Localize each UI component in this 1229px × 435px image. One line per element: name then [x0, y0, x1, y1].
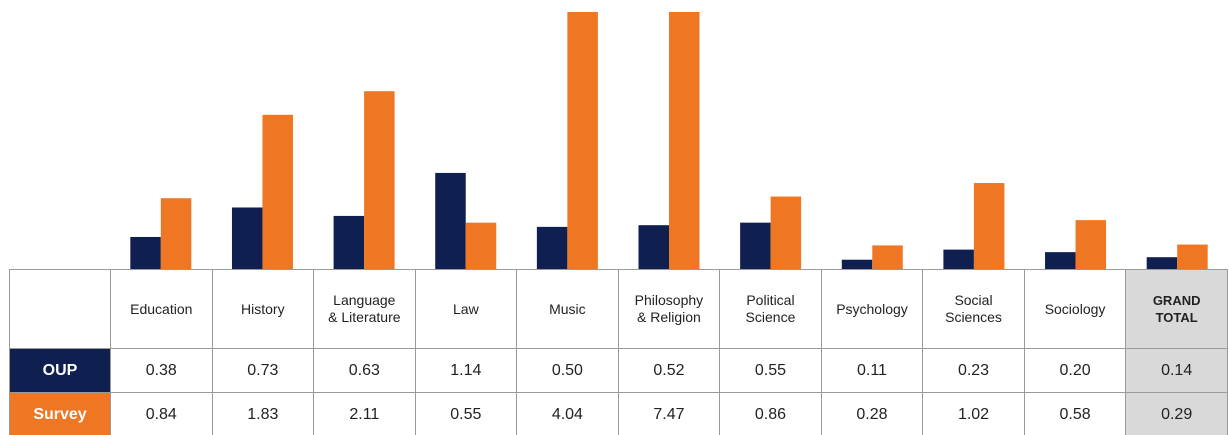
bar: [1075, 220, 1107, 269]
corner-cell: [9, 269, 111, 349]
category-label: Law: [414, 269, 518, 349]
bar: [465, 222, 497, 269]
category-label: Political Science: [719, 269, 822, 349]
series-row: OUP 0.38 0.73 0.63 1.14 0.50 0.52 0.55 0.11 0.23 0…: [9, 348, 1228, 393]
value-label: 0.28: [820, 392, 924, 435]
value-label: 0.38: [110, 348, 213, 393]
value-label: 0.50: [516, 348, 619, 393]
value-label: 0.55: [414, 392, 518, 435]
header-row: Education History Language & Literature Law…: [9, 269, 1228, 349]
series-name: Survey: [9, 392, 111, 435]
bar: [1045, 252, 1076, 269]
value-label: 0.29: [1125, 392, 1228, 435]
category-label: Philosophy & Religion: [617, 269, 721, 349]
bar: [231, 207, 263, 269]
category-label: Social Sciences: [922, 269, 1025, 349]
value-label: 0.73: [211, 348, 315, 393]
bar: [841, 259, 873, 269]
bar: [669, 12, 700, 269]
bar: [435, 172, 466, 269]
value-label: 0.86: [719, 392, 822, 435]
category-label: Sociology: [1023, 269, 1127, 349]
value-label: 0.11: [820, 348, 924, 393]
category-label: Music: [516, 269, 619, 349]
value-label: 0.23: [922, 348, 1025, 393]
value-label: 0.63: [313, 348, 416, 393]
series-name: OUP: [9, 348, 111, 393]
chart: [130, 12, 1208, 270]
bar: [770, 196, 802, 269]
category-label: Language & Literature: [313, 269, 416, 349]
bar: [638, 225, 669, 269]
value-label: 0.58: [1023, 392, 1127, 435]
category-label: Education: [110, 269, 213, 349]
bar: [364, 91, 395, 269]
bar: [740, 222, 771, 269]
bar: [262, 114, 293, 269]
bar: [333, 215, 365, 269]
value-label: 0.52: [617, 348, 721, 393]
value-label: 1.14: [414, 348, 518, 393]
value-label: 0.84: [110, 392, 213, 435]
value-label: 7.47: [617, 392, 721, 435]
value-label: 0.20: [1023, 348, 1127, 393]
bar: [872, 245, 903, 269]
bar: [943, 249, 974, 269]
value-label: 1.02: [922, 392, 1025, 435]
value-label: 2.11: [313, 392, 416, 435]
bar: [160, 198, 192, 269]
bar: [130, 236, 161, 269]
value-label: 0.55: [719, 348, 822, 393]
series-row: Survey 0.84 1.83 2.11 0.55 4.04 7.47 0.86 0.28 1.…: [9, 392, 1228, 435]
category-label: History: [211, 269, 315, 349]
bar: [536, 226, 568, 269]
category-label: Psychology: [820, 269, 924, 349]
bar: [1146, 257, 1178, 269]
value-label: 0.14: [1125, 348, 1228, 393]
category-label: GRAND TOTAL: [1125, 269, 1228, 349]
bar: [567, 12, 598, 270]
bars: [130, 12, 1208, 270]
value-label: 1.83: [211, 392, 315, 435]
value-label: 4.04: [516, 392, 619, 435]
data-table: Education History Language & Literature Law…: [9, 269, 1228, 435]
bar: [973, 183, 1005, 269]
bar: [1177, 244, 1208, 269]
